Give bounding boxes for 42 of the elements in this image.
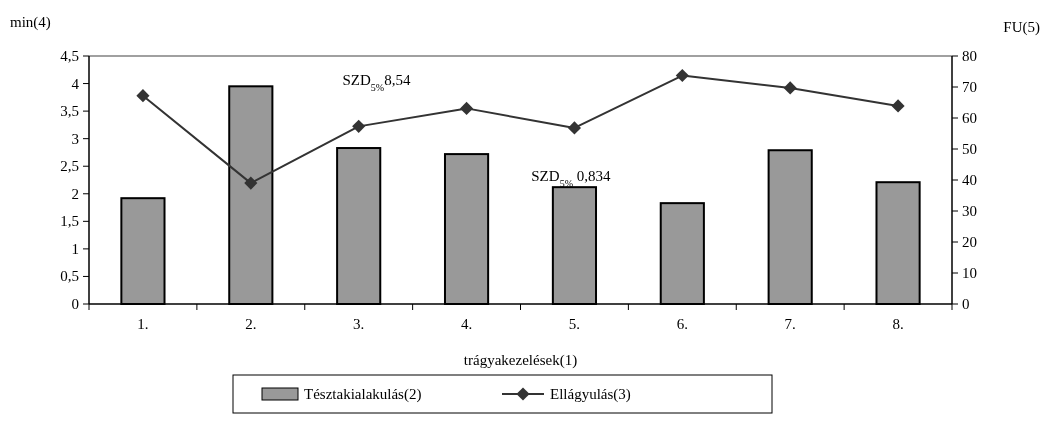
x-tick-label: 6. (676, 316, 688, 332)
y-axis-title: min(4) (10, 14, 51, 31)
y-tick-label: 2 (71, 185, 79, 202)
point (352, 119, 366, 133)
point (783, 81, 797, 95)
point (136, 89, 150, 103)
legend-label: Ellágyulás(3) (550, 386, 631, 403)
y2-tick-label: 50 (962, 141, 977, 157)
y2-tick-label: 40 (962, 172, 977, 188)
y2-tick-label: 10 (962, 265, 977, 281)
y-tick-label: 0,5 (60, 268, 79, 285)
x-tick-label: 4. (460, 316, 473, 332)
x-tick-label: 5. (568, 316, 581, 332)
annotation: SZD$_{5%}$ 0,834 (531, 168, 611, 189)
y2-tick-label: 70 (962, 79, 977, 95)
point (244, 176, 258, 190)
y2-axis-title: FU(5) (1003, 19, 1040, 36)
y-tick-label: 4,5 (60, 48, 79, 64)
x-tick-label: 3. (353, 316, 365, 332)
y2-tick-label: 0 (962, 296, 970, 312)
y-tick-label: 3 (71, 130, 79, 147)
y2-tick-label: 30 (962, 203, 977, 219)
point (567, 121, 582, 135)
legend-label: Tésztakialakulás(2) (304, 386, 422, 403)
y-tick-label: 0 (71, 296, 79, 312)
x-tick-label: 1. (137, 316, 149, 332)
y2-tick-label: 20 (962, 234, 977, 250)
y-tick-label: 4 (71, 75, 80, 92)
point (675, 68, 689, 83)
point (891, 99, 905, 113)
x-tick-label: 7. (784, 316, 796, 332)
y2-tick-label: 60 (962, 110, 977, 126)
x-tick-label: 8. (892, 316, 904, 332)
y-tick-label: 1 (71, 240, 79, 257)
x-tick-label: 2. (245, 316, 257, 332)
point (459, 101, 474, 115)
x-axis-title: trágyakezelések(1) (463, 352, 578, 369)
y-tick-label: 1,5 (60, 213, 79, 230)
y2-tick-label: 80 (962, 48, 977, 64)
y-tick-label: 3,5 (60, 103, 79, 120)
y-tick-label: 2,5 (60, 158, 79, 175)
annotation: SZD$_{5%}$8,54 (342, 72, 411, 93)
